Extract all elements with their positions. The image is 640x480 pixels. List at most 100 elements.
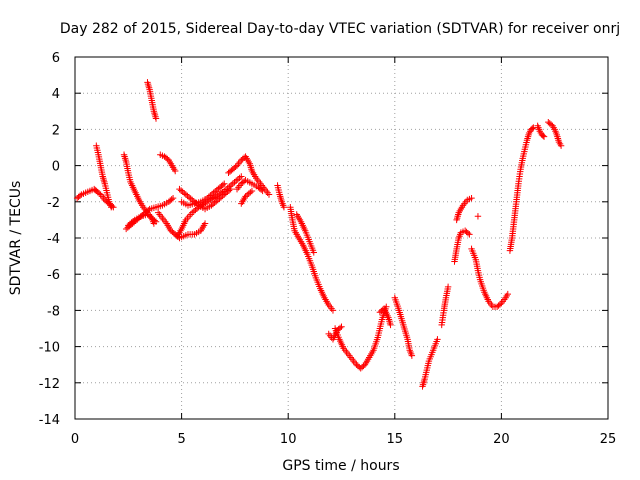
data-point xyxy=(310,249,317,256)
y-axis-label: SDTVAR / TECUs xyxy=(8,181,24,296)
x-tick-label: 20 xyxy=(493,432,510,447)
data-point xyxy=(181,190,188,197)
chart-title: Day 282 of 2015, Sidereal Day-to-day VTE… xyxy=(60,21,620,37)
data-point xyxy=(540,133,548,140)
data-point xyxy=(232,177,240,185)
y-tick-label: -6 xyxy=(47,268,60,283)
data-point xyxy=(144,207,152,214)
data-point xyxy=(152,218,160,225)
data-point xyxy=(219,192,226,200)
y-tick-label: -12 xyxy=(39,377,60,392)
y-tick-label: 2 xyxy=(52,123,60,138)
data-point xyxy=(248,187,256,195)
data-point xyxy=(444,283,452,291)
data-point xyxy=(539,132,547,139)
data-point xyxy=(192,206,199,214)
data-point xyxy=(168,196,175,203)
data-point xyxy=(236,174,243,182)
data-point xyxy=(336,324,344,332)
data-point xyxy=(219,181,227,189)
data-point xyxy=(217,194,225,201)
data-point xyxy=(408,352,416,359)
data-point xyxy=(152,115,160,122)
data-point xyxy=(187,195,194,202)
data-point xyxy=(247,189,254,196)
data-point xyxy=(172,167,179,175)
data-point xyxy=(222,190,230,197)
data-point xyxy=(529,125,536,132)
data-point xyxy=(176,185,183,193)
data-point xyxy=(280,204,288,211)
data-point xyxy=(221,191,228,198)
data-point xyxy=(238,173,245,180)
data-point xyxy=(496,301,504,308)
y-tick-label: -10 xyxy=(39,341,60,356)
data-point xyxy=(231,179,238,186)
data-point xyxy=(129,218,137,225)
y-tick-label: -4 xyxy=(47,232,60,247)
data-point xyxy=(179,188,186,196)
y-tick-label: 4 xyxy=(52,87,60,102)
data-point xyxy=(221,180,228,187)
data-point xyxy=(464,229,472,237)
data-point xyxy=(234,176,242,183)
data-point xyxy=(257,186,265,193)
data-point xyxy=(224,188,231,196)
data-point xyxy=(182,191,190,198)
y-tick-label: -14 xyxy=(39,413,60,428)
data-point xyxy=(232,163,239,171)
data-point xyxy=(434,336,441,343)
data-point xyxy=(108,204,115,211)
data-point xyxy=(211,199,218,206)
data-point xyxy=(338,323,345,330)
data-point xyxy=(128,219,135,226)
x-tick-label: 0 xyxy=(71,432,79,447)
y-tick-label: -2 xyxy=(47,196,60,211)
data-point xyxy=(216,195,223,202)
data-point xyxy=(329,307,337,314)
y-tick-label: -8 xyxy=(47,304,60,319)
x-axis-label: GPS time / hours xyxy=(282,458,399,474)
data-point xyxy=(169,194,177,202)
data-point xyxy=(213,198,220,205)
data-point xyxy=(468,194,475,202)
data-point xyxy=(265,191,273,198)
data-point xyxy=(201,220,209,227)
data-point xyxy=(205,193,212,201)
data-point xyxy=(259,187,266,195)
data-point xyxy=(213,186,220,194)
data-point xyxy=(208,202,215,209)
data-point xyxy=(214,196,222,204)
data-point xyxy=(210,189,217,196)
x-tick-label: 10 xyxy=(280,432,297,447)
x-tick-label: 15 xyxy=(387,432,404,447)
x-tick-label: 25 xyxy=(600,432,617,447)
data-point xyxy=(151,217,158,224)
data-point xyxy=(504,290,511,298)
data-point xyxy=(185,194,193,201)
data-point xyxy=(208,190,216,198)
data-point xyxy=(466,231,473,238)
data-point xyxy=(207,192,214,199)
y-tick-label: 0 xyxy=(52,160,60,175)
data-point xyxy=(242,193,249,200)
data-point xyxy=(177,187,185,194)
x-tick-label: 5 xyxy=(177,432,185,447)
data-point xyxy=(245,190,252,197)
data-point xyxy=(243,191,251,199)
data-point xyxy=(122,225,130,233)
data-point xyxy=(190,208,198,215)
data-point xyxy=(95,190,103,197)
data-point xyxy=(126,220,134,228)
data-point xyxy=(387,321,394,329)
data-point xyxy=(225,187,233,194)
data-point xyxy=(76,192,84,199)
data-point xyxy=(189,209,196,216)
y-tick-label: 6 xyxy=(52,51,60,66)
data-point xyxy=(125,222,132,229)
data-point xyxy=(203,194,211,202)
data-points xyxy=(73,79,565,390)
data-point xyxy=(227,185,234,193)
